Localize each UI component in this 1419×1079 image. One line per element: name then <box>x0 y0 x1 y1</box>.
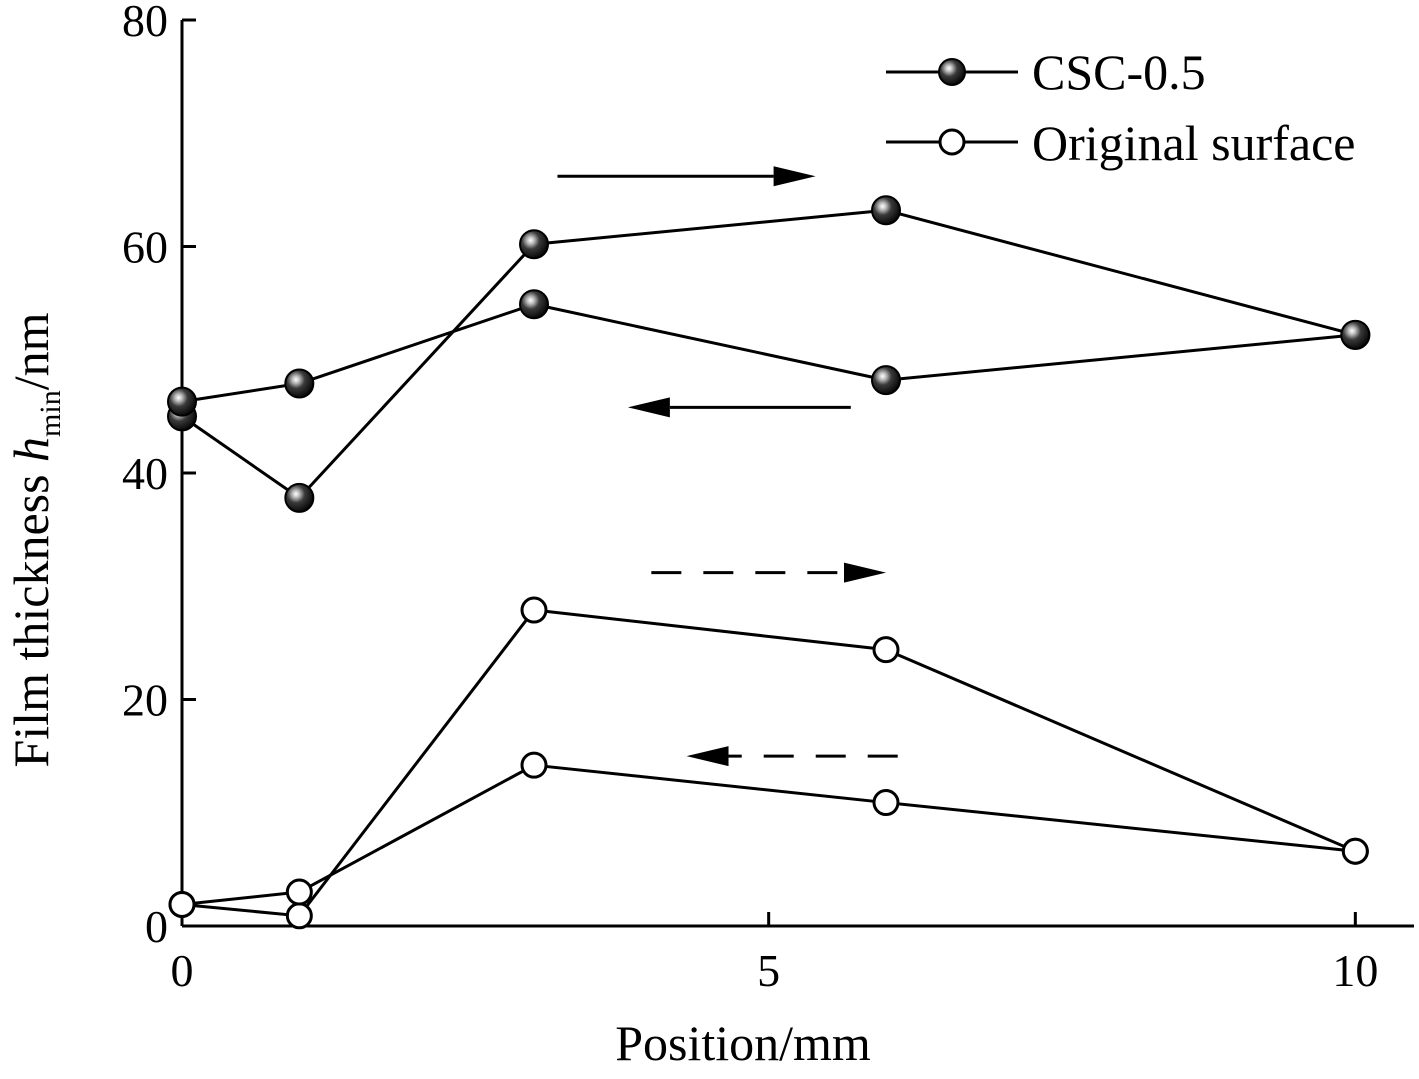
y-axis-label-prefix: Film thickness <box>3 462 59 768</box>
axis-ticks: 0 20 40 60 80 0 5 10 <box>122 0 1378 996</box>
direction-arrows <box>557 166 898 767</box>
series-original-forward <box>168 596 1369 930</box>
arrow-head <box>686 746 729 767</box>
series-layer <box>167 195 1371 930</box>
point-original-backward <box>168 890 196 918</box>
arrow-head <box>773 166 816 187</box>
point-original-forward <box>285 902 313 930</box>
arrow-head <box>844 562 886 583</box>
legend: CSC-0.5 Original surface <box>886 44 1355 171</box>
series-original-backward <box>168 751 1369 918</box>
legend-label-csc: CSC-0.5 <box>1032 44 1206 100</box>
x-axis-label: Position/mm <box>615 1015 871 1071</box>
point-original-forward <box>520 596 548 624</box>
y-tick-label: 80 <box>122 0 168 46</box>
x-tick-label: 0 <box>171 945 194 996</box>
x-tick-label: 10 <box>1332 945 1378 996</box>
point-original-forward <box>872 636 900 664</box>
legend-label-original: Original surface <box>1032 115 1355 171</box>
point-csc-forward <box>519 229 549 260</box>
point-csc-backward <box>167 386 197 417</box>
point-original-backward <box>1341 837 1369 865</box>
point-csc-backward <box>284 368 315 399</box>
y-tick-label: 60 <box>122 222 168 273</box>
point-original-backward <box>285 878 313 906</box>
legend-marker-original <box>938 128 966 156</box>
y-axis-label-symbol: h <box>3 437 59 462</box>
series-line-original-forward <box>181 608 1356 918</box>
arrow-solid-left <box>627 397 851 418</box>
series-csc-backward <box>167 289 1371 417</box>
x-tick-label: 5 <box>757 945 780 996</box>
legend-entry-csc: CSC-0.5 <box>886 44 1206 100</box>
point-csc-backward <box>519 289 549 320</box>
y-tick-label: 40 <box>122 448 168 499</box>
y-tick-label: 0 <box>145 901 168 952</box>
point-csc-forward <box>871 195 901 226</box>
y-tick-label: 20 <box>122 675 168 726</box>
point-original-backward <box>872 789 900 817</box>
arrow-dashed-right <box>651 562 886 583</box>
arrow-head <box>627 397 670 418</box>
point-original-backward <box>520 751 548 779</box>
y-axis-label-suffix: /nm <box>3 312 59 390</box>
arrow-solid-right <box>557 166 816 187</box>
y-axis-label-subscript: min <box>34 390 67 437</box>
y-axis-label: Film thickness hmin/nm <box>3 312 67 767</box>
legend-marker-csc <box>938 58 966 86</box>
series-line-csc-backward <box>181 302 1356 404</box>
arrow-dashed-left <box>686 746 898 767</box>
point-csc-backward <box>1340 319 1371 350</box>
point-csc-backward <box>871 365 901 396</box>
series-line-original-backward <box>181 763 1356 906</box>
point-csc-forward <box>284 482 315 513</box>
legend-entry-original: Original surface <box>886 115 1355 171</box>
